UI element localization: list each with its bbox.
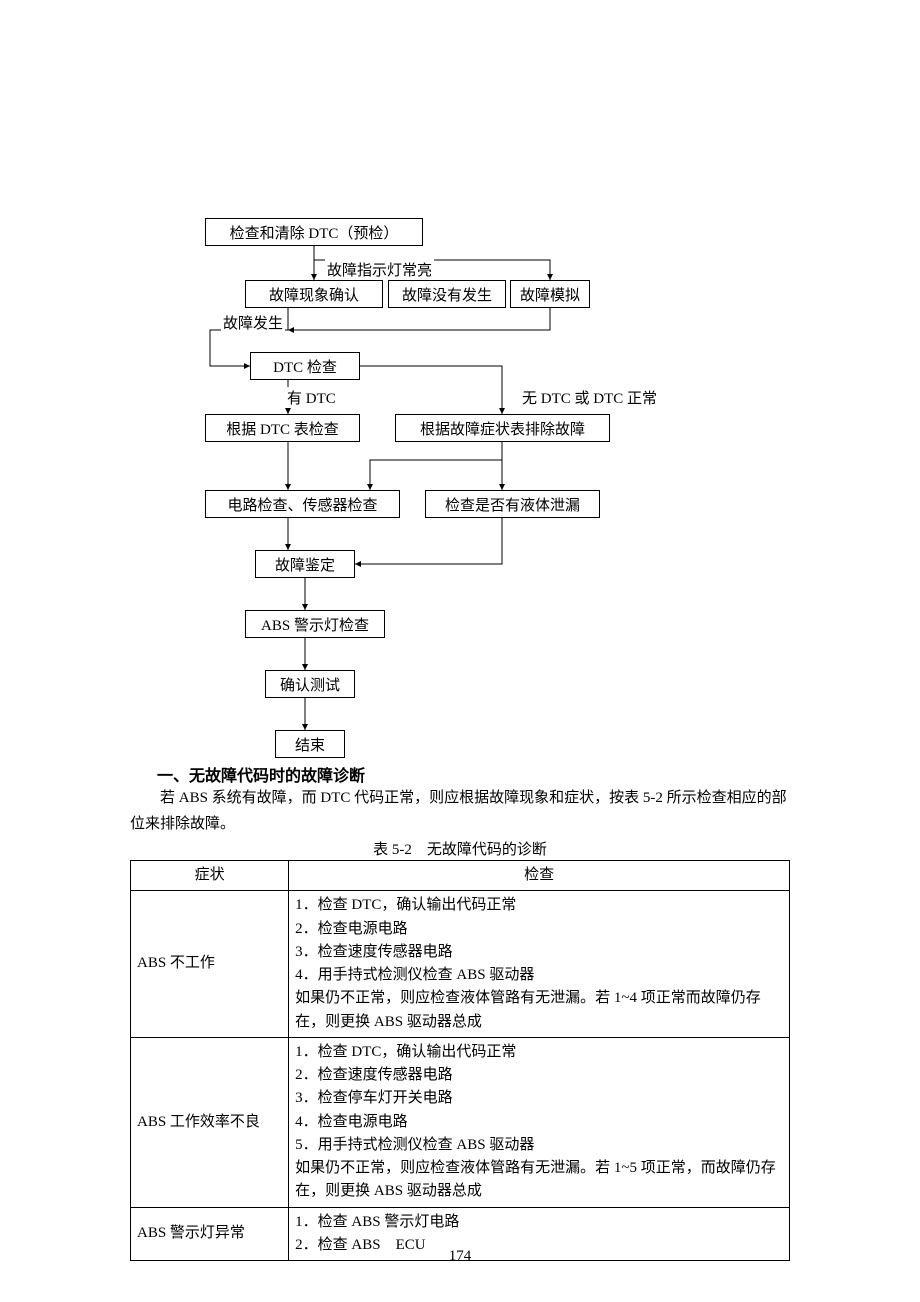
table-row: ABS 不工作1．检查 DTC，确认输出代码正常2．检查电源电路3．检查速度传感…: [131, 891, 790, 1038]
table-row: ABS 工作效率不良1．检查 DTC，确认输出代码正常2．检查速度传感器电路3．…: [131, 1037, 790, 1207]
flow-edge-label-lamp_on: 故障指示灯常亮: [325, 259, 434, 280]
flow-node-simulate: 故障模拟: [510, 280, 590, 308]
flow-node-circuit_sensor: 电路检查、传感器检查: [205, 490, 400, 518]
page-number: 174: [0, 1248, 920, 1265]
table-header-row: 症状 检查: [131, 861, 790, 891]
flow-node-precheck: 检查和清除 DTC（预检）: [205, 218, 423, 246]
flow-edge-label-has_dtc: 有 DTC: [285, 387, 338, 408]
table-header: 检查: [289, 861, 790, 891]
flow-node-by_symptom: 根据故障症状表排除故障: [395, 414, 610, 442]
section-title: 一、无故障代码时的故障诊断: [157, 762, 365, 786]
table-cell-check: 1．检查 DTC，确认输出代码正常2．检查电源电路3．检查速度传感器电路4．用手…: [289, 891, 790, 1038]
flowchart: 检查和清除 DTC（预检） 故障现象确认故障没有发生故障模拟 DTC 检查根据 DT…: [0, 0, 920, 780]
table-header: 症状: [131, 861, 289, 891]
flow-edge-label-occur: 故障发生: [221, 312, 285, 333]
flow-node-by_dtc_table: 根据 DTC 表检查: [205, 414, 360, 442]
flow-node-end: 结束: [275, 730, 345, 758]
flow-node-dtc_check: DTC 检查: [250, 352, 360, 380]
flow-node-check_leak: 检查是否有液体泄漏: [425, 490, 600, 518]
diagnosis-table: 症状 检查 ABS 不工作1．检查 DTC，确认输出代码正常2．检查电源电路3．…: [130, 860, 790, 1261]
table-caption: 表 5-2 无故障代码的诊断: [130, 838, 790, 859]
table-cell-check: 1．检查 DTC，确认输出代码正常2．检查速度传感器电路3．检查停车灯开关电路4…: [289, 1037, 790, 1207]
flow-node-not_occur: 故障没有发生: [388, 280, 506, 308]
flow-node-fault_judge: 故障鉴定: [255, 550, 355, 578]
flow-node-confirm_test: 确认测试: [265, 670, 355, 698]
section-body: 若 ABS 系统有故障，而 DTC 代码正常，则应根据故障现象和症状，按表 5-…: [130, 786, 790, 837]
table-cell-symptom: ABS 工作效率不良: [131, 1037, 289, 1207]
table-cell-symptom: ABS 不工作: [131, 891, 289, 1038]
flow-node-abs_lamp: ABS 警示灯检查: [245, 610, 385, 638]
flow-edge-label-no_dtc: 无 DTC 或 DTC 正常: [520, 387, 659, 408]
flowchart-arrows: [0, 0, 920, 780]
flow-node-confirm: 故障现象确认: [245, 280, 383, 308]
